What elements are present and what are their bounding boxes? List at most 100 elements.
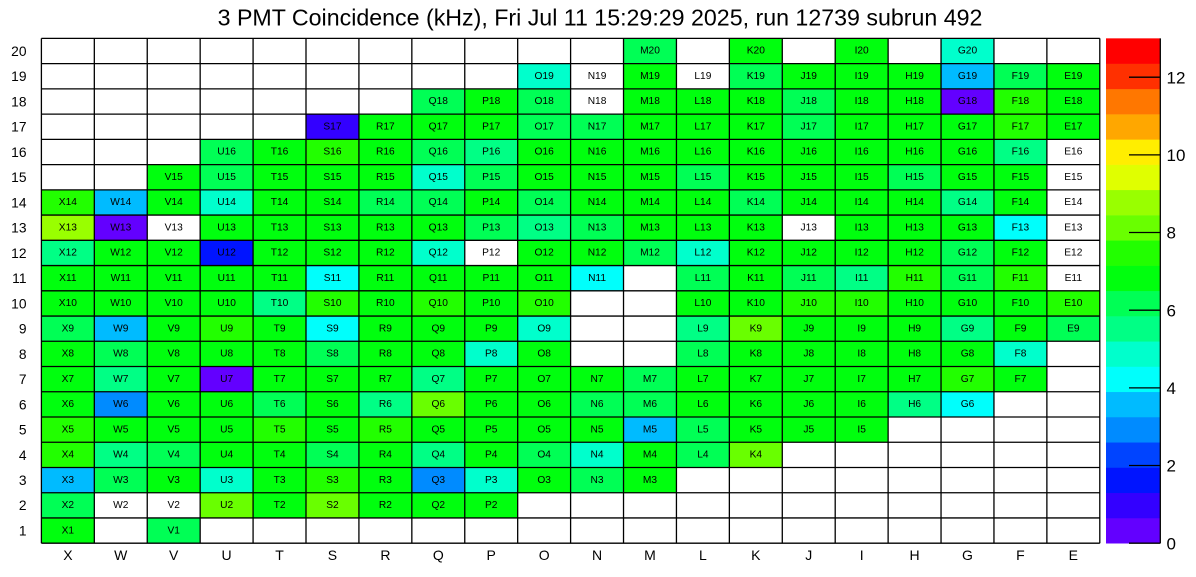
svg-text:R: R	[380, 547, 390, 563]
svg-text:R9: R9	[379, 323, 392, 334]
svg-text:19: 19	[11, 69, 27, 84]
svg-text:P14: P14	[482, 197, 500, 208]
svg-text:I11: I11	[855, 273, 869, 284]
svg-text:L18: L18	[694, 96, 711, 107]
svg-text:R10: R10	[376, 298, 395, 309]
svg-text:K10: K10	[747, 298, 765, 309]
svg-text:F18: F18	[1012, 96, 1030, 107]
svg-text:K4: K4	[750, 450, 763, 461]
svg-text:M16: M16	[640, 147, 660, 158]
svg-text:Q5: Q5	[432, 424, 446, 435]
svg-text:10: 10	[1167, 146, 1186, 165]
svg-text:L14: L14	[694, 197, 711, 208]
svg-text:S: S	[328, 547, 337, 563]
svg-text:Q8: Q8	[432, 349, 446, 360]
svg-text:G7: G7	[961, 374, 975, 385]
svg-text:L10: L10	[694, 298, 711, 309]
svg-text:F17: F17	[1012, 121, 1030, 132]
svg-text:F12: F12	[1012, 248, 1030, 259]
svg-text:O3: O3	[537, 475, 551, 486]
svg-text:F: F	[1016, 547, 1025, 563]
svg-text:G19: G19	[958, 71, 978, 82]
svg-text:H9: H9	[908, 323, 921, 334]
svg-text:V2: V2	[167, 500, 180, 511]
svg-text:R7: R7	[379, 374, 392, 385]
svg-text:P7: P7	[485, 374, 498, 385]
svg-text:H15: H15	[905, 172, 924, 183]
svg-text:E11: E11	[1065, 273, 1083, 284]
svg-text:H13: H13	[905, 222, 924, 233]
svg-text:X13: X13	[59, 222, 77, 233]
svg-text:L13: L13	[694, 222, 711, 233]
svg-text:X: X	[63, 547, 73, 563]
svg-text:K16: K16	[747, 147, 765, 158]
svg-text:K13: K13	[747, 222, 765, 233]
svg-text:P10: P10	[482, 298, 500, 309]
svg-text:O18: O18	[535, 96, 555, 107]
svg-text:L7: L7	[697, 374, 709, 385]
svg-text:U4: U4	[220, 450, 233, 461]
svg-text:M12: M12	[640, 248, 660, 259]
svg-text:5: 5	[19, 423, 27, 438]
svg-text:G: G	[962, 547, 973, 563]
svg-text:J16: J16	[801, 147, 818, 158]
svg-text:E13: E13	[1064, 222, 1082, 233]
svg-text:L17: L17	[694, 121, 711, 132]
svg-text:N14: N14	[588, 197, 607, 208]
svg-text:E10: E10	[1064, 298, 1082, 309]
svg-text:G14: G14	[958, 197, 978, 208]
svg-text:V: V	[169, 547, 179, 563]
svg-text:E: E	[1069, 547, 1078, 563]
svg-text:J: J	[805, 547, 812, 563]
svg-text:O11: O11	[535, 273, 554, 284]
svg-text:6: 6	[1167, 301, 1176, 320]
svg-text:N15: N15	[588, 172, 607, 183]
svg-text:2: 2	[1167, 457, 1176, 476]
svg-text:X14: X14	[59, 197, 77, 208]
svg-text:N16: N16	[588, 147, 607, 158]
svg-text:U16: U16	[217, 147, 236, 158]
svg-text:O16: O16	[535, 147, 555, 158]
svg-text:N12: N12	[588, 248, 607, 259]
svg-text:M17: M17	[640, 121, 660, 132]
svg-text:H12: H12	[905, 248, 924, 259]
svg-text:13: 13	[11, 221, 27, 236]
svg-text:X9: X9	[62, 323, 75, 334]
svg-text:P6: P6	[485, 399, 498, 410]
svg-text:S12: S12	[323, 248, 341, 259]
svg-text:M: M	[644, 547, 656, 563]
svg-text:K12: K12	[747, 248, 765, 259]
svg-text:U3: U3	[220, 475, 233, 486]
svg-text:G18: G18	[958, 96, 978, 107]
svg-text:T8: T8	[274, 349, 286, 360]
svg-text:G20: G20	[958, 46, 978, 57]
svg-text:I5: I5	[857, 424, 866, 435]
svg-text:N19: N19	[588, 71, 607, 82]
svg-text:I15: I15	[855, 172, 869, 183]
svg-text:W6: W6	[113, 399, 129, 410]
svg-text:E16: E16	[1064, 147, 1082, 158]
svg-text:14: 14	[11, 195, 27, 210]
svg-text:S10: S10	[323, 298, 341, 309]
svg-text:V7: V7	[167, 374, 180, 385]
svg-text:S17: S17	[323, 121, 341, 132]
svg-text:O5: O5	[537, 424, 551, 435]
svg-text:T11: T11	[271, 273, 288, 284]
svg-text:O10: O10	[535, 298, 555, 309]
svg-text:R12: R12	[376, 248, 395, 259]
svg-text:K11: K11	[747, 273, 765, 284]
svg-text:K5: K5	[750, 424, 763, 435]
svg-text:T9: T9	[274, 323, 286, 334]
svg-text:1: 1	[19, 523, 27, 538]
svg-text:H: H	[910, 547, 920, 563]
svg-text:O9: O9	[537, 323, 551, 334]
svg-text:N5: N5	[591, 424, 604, 435]
svg-text:N18: N18	[588, 96, 607, 107]
svg-text:9: 9	[19, 322, 27, 337]
svg-text:H16: H16	[905, 147, 924, 158]
svg-text:X5: X5	[62, 424, 75, 435]
svg-text:F9: F9	[1014, 323, 1026, 334]
svg-text:K8: K8	[750, 349, 763, 360]
svg-text:X10: X10	[59, 298, 77, 309]
svg-text:W7: W7	[113, 374, 129, 385]
